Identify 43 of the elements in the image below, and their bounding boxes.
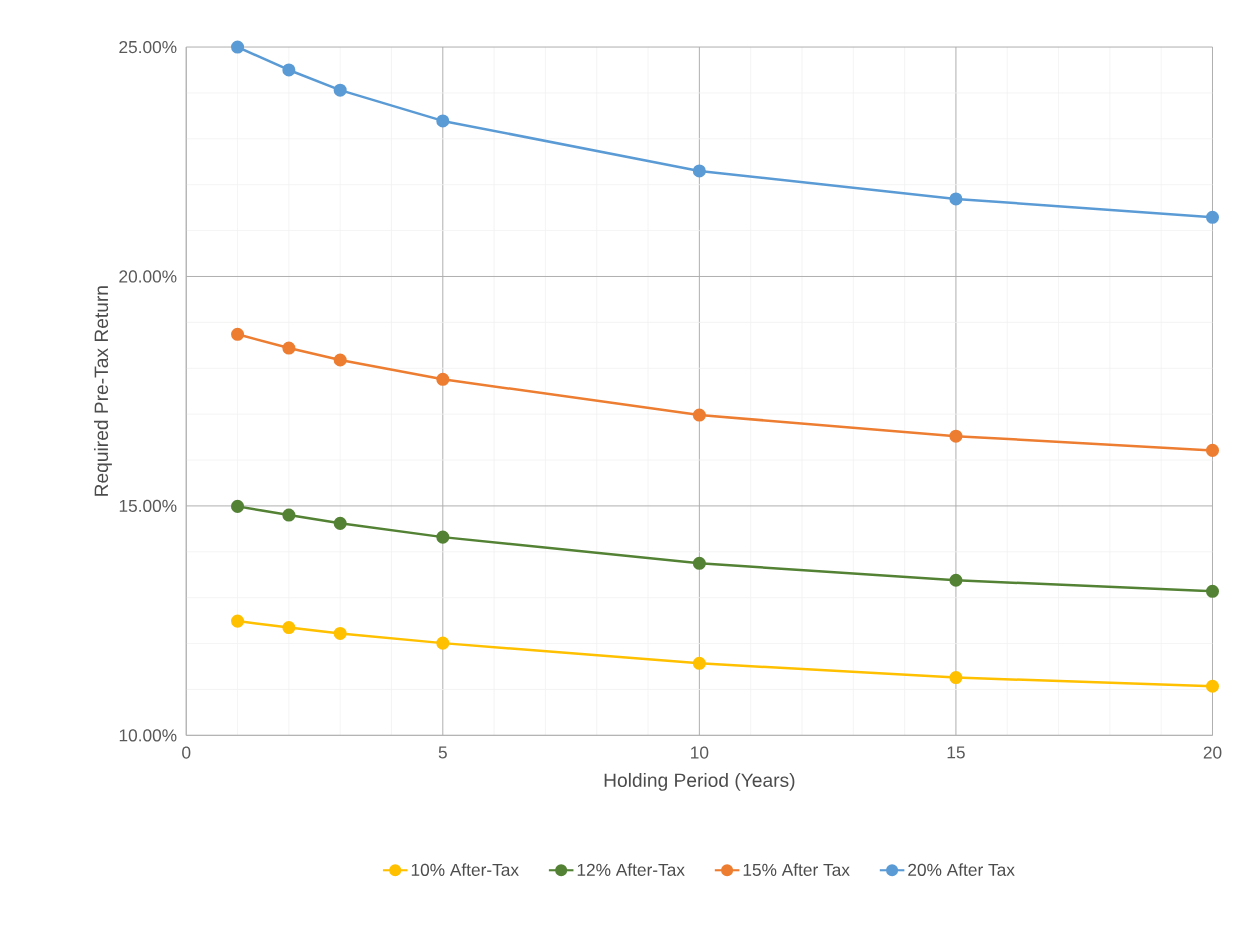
point: [1205, 443, 1220, 457]
point: [436, 114, 450, 128]
point: [949, 573, 963, 587]
legend-label: 10% After-Tax: [411, 863, 519, 876]
point: [231, 499, 245, 513]
point: [333, 83, 347, 97]
point: [333, 516, 347, 530]
legend-label: 20% After Tax: [908, 863, 1015, 876]
legend-label: 15% After Tax: [743, 863, 850, 876]
legend-label: 12% After-Tax: [577, 863, 685, 876]
point: [231, 327, 245, 341]
x-tick-label: 20: [1203, 746, 1222, 759]
x-tick-label: 10: [691, 746, 709, 759]
point: [692, 556, 706, 570]
point: [282, 63, 296, 77]
point: [282, 620, 296, 634]
y-tick-label: 20.00%: [119, 270, 177, 283]
point: [1205, 679, 1220, 693]
x-axis-title: Holding Period (Years): [604, 772, 795, 791]
y-axis-title: Required Pre-Tax Return: [93, 286, 112, 496]
point: [333, 626, 347, 640]
point: [282, 508, 296, 522]
point: [1205, 210, 1220, 224]
x-tick-label: 0: [182, 746, 191, 759]
x-tick-label: 15: [947, 746, 965, 759]
point: [949, 192, 963, 206]
y-tick-label: 25.00%: [119, 40, 177, 53]
y-tick-label: 10.00%: [119, 729, 177, 742]
point: [282, 341, 296, 355]
point: [949, 670, 963, 684]
point: [692, 656, 706, 670]
point: [692, 408, 706, 422]
point: [692, 164, 706, 178]
point: [231, 40, 245, 54]
point: [333, 353, 347, 367]
point: [436, 636, 450, 650]
point: [1205, 584, 1220, 598]
point: [436, 530, 450, 544]
point: [949, 429, 963, 443]
point: [231, 614, 245, 628]
y-tick-label: 15.00%: [119, 499, 177, 512]
point: [436, 372, 450, 386]
x-tick-label: 5: [438, 746, 447, 759]
